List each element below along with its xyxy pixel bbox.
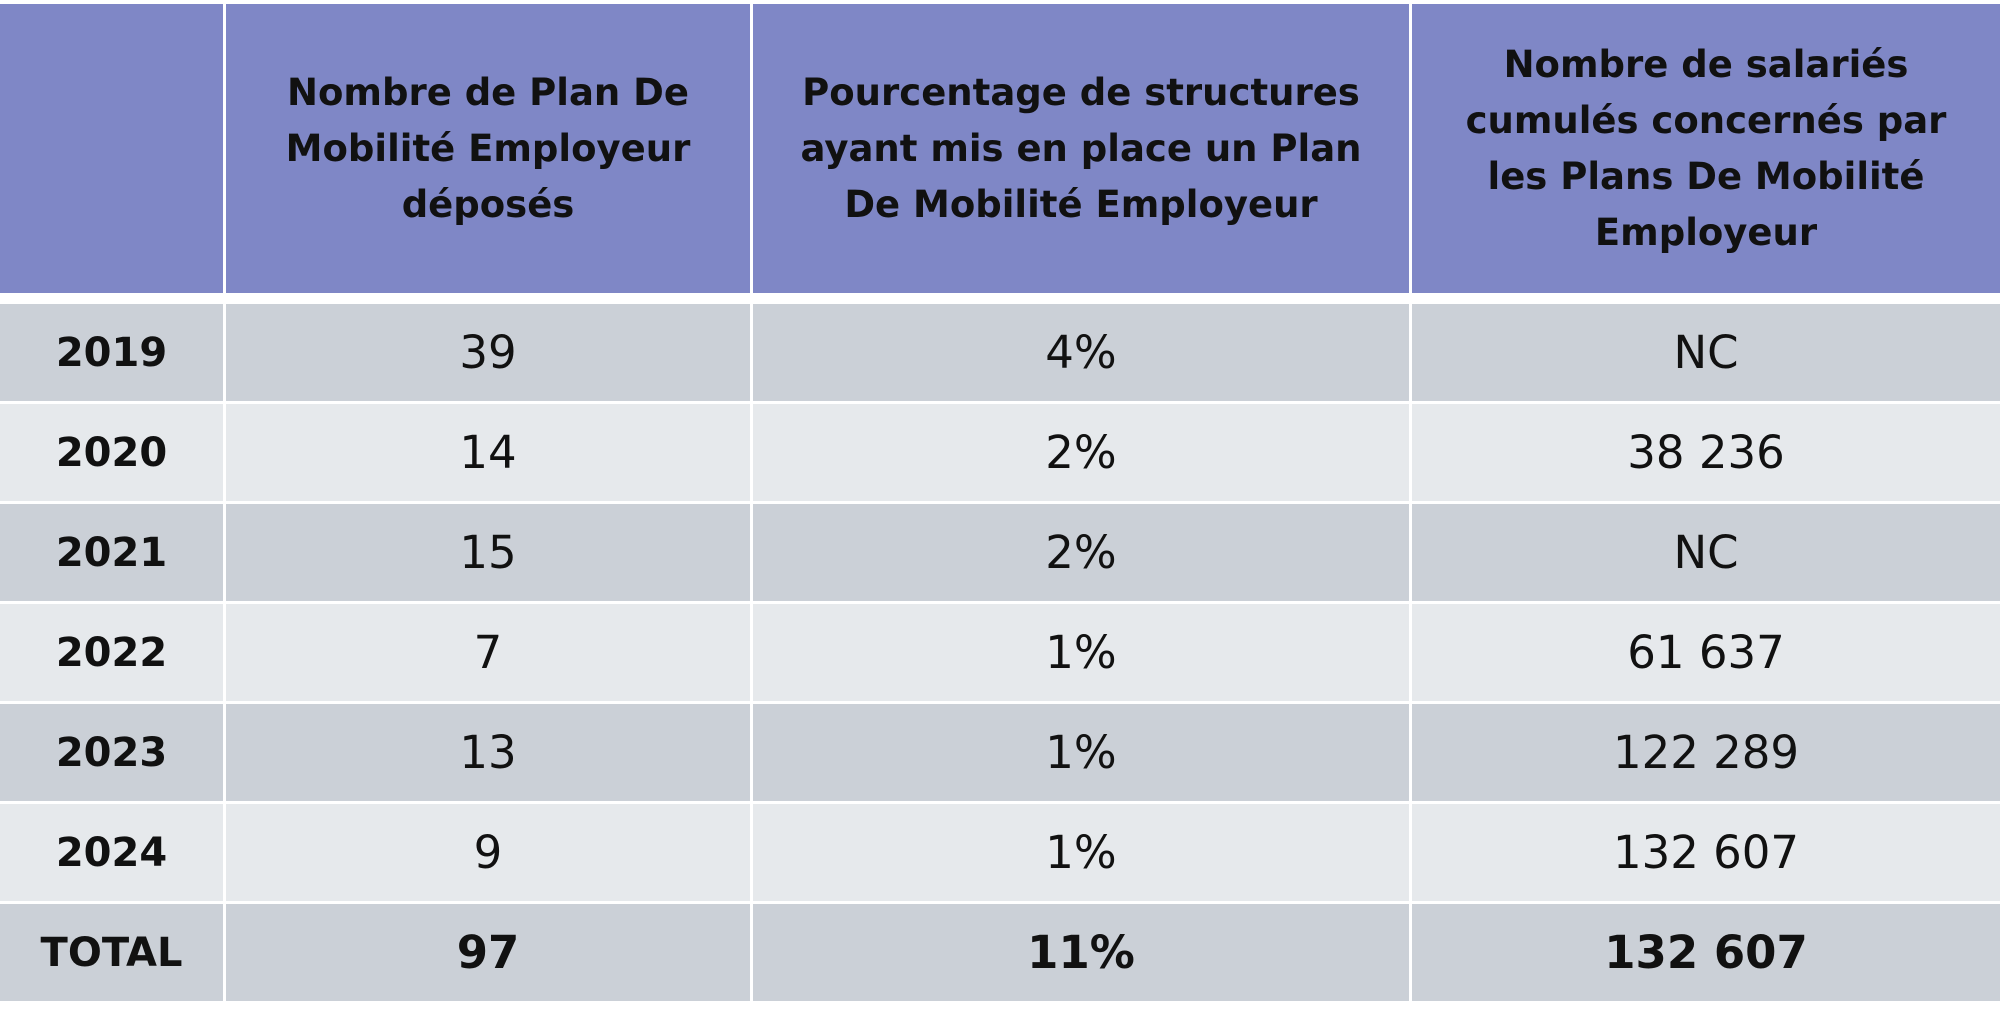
table-cell: 132 607 — [1412, 804, 2000, 901]
column-header: Pourcentage de structures ayant mis en p… — [753, 4, 1409, 293]
table-cell: 39 — [226, 304, 750, 401]
row-label: 2020 — [0, 404, 223, 501]
column-header: Nombre de Plan De Mobilité Employeur dép… — [226, 4, 750, 293]
row-label: 2024 — [0, 804, 223, 901]
table-cell: 9 — [226, 804, 750, 901]
table-cell: 11% — [753, 904, 1409, 1001]
table-cell: 4% — [753, 304, 1409, 401]
row-label: 2023 — [0, 704, 223, 801]
table-cell: 1% — [753, 604, 1409, 701]
table-cell: NC — [1412, 304, 2000, 401]
table-cell: 15 — [226, 504, 750, 601]
corner-cell — [0, 4, 223, 293]
table-cell: 38 236 — [1412, 404, 2000, 501]
table-cell: 132 607 — [1412, 904, 2000, 1001]
table-cell: 7 — [226, 604, 750, 701]
row-label: 2022 — [0, 604, 223, 701]
table-cell: 2% — [753, 504, 1409, 601]
table-cell: 97 — [226, 904, 750, 1001]
table-cell: 13 — [226, 704, 750, 801]
table-cell: 122 289 — [1412, 704, 2000, 801]
table-cell: 2% — [753, 404, 1409, 501]
row-label: TOTAL — [0, 904, 223, 1001]
row-label: 2019 — [0, 304, 223, 401]
table-cell: 1% — [753, 804, 1409, 901]
row-label: 2021 — [0, 504, 223, 601]
table-cell: 1% — [753, 704, 1409, 801]
table-cell: 61 637 — [1412, 604, 2000, 701]
column-header: Nombre de salariés cumulés concernés par… — [1412, 4, 2000, 293]
table-cell: NC — [1412, 504, 2000, 601]
table-cell: 14 — [226, 404, 750, 501]
